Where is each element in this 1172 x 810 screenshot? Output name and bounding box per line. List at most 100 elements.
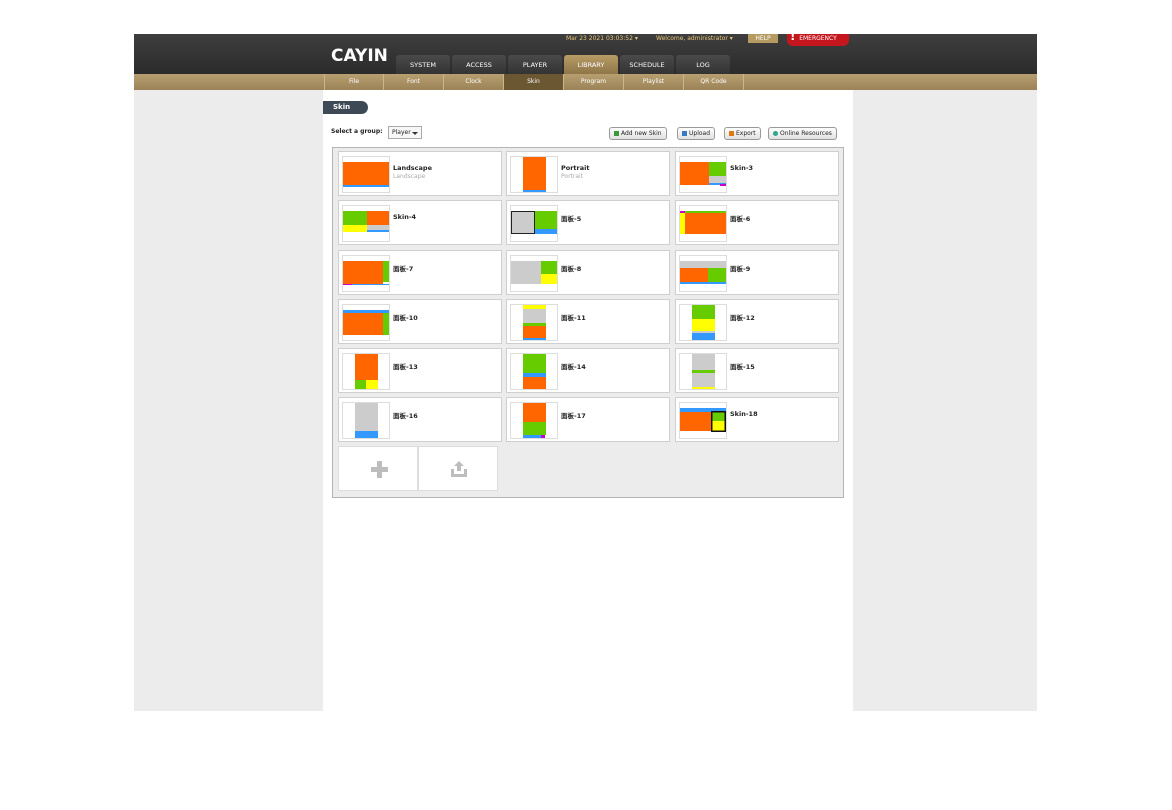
subtab-file[interactable]: File xyxy=(324,74,384,90)
skin-zone xyxy=(522,157,546,190)
skin-zone xyxy=(522,377,546,389)
skin-zone xyxy=(691,387,715,389)
skin-zone xyxy=(343,313,384,335)
cayin-logo: CAYIN xyxy=(331,46,388,66)
skin-zone xyxy=(343,185,389,188)
skin-card[interactable]: 面板-14 xyxy=(506,348,670,393)
skin-card[interactable]: 面板-12 xyxy=(675,299,839,344)
skin-card[interactable]: 面板-9 xyxy=(675,250,839,295)
tab-system[interactable]: SYSTEM xyxy=(396,55,450,74)
skin-card[interactable]: 面板-11 xyxy=(506,299,670,344)
skin-card[interactable]: 面板-16 xyxy=(338,397,502,442)
skin-name: Skin-18 xyxy=(730,410,758,418)
skin-card[interactable]: 面板-6 xyxy=(675,200,839,245)
skin-zone xyxy=(383,261,389,283)
upload-icon xyxy=(682,131,687,136)
skin-card[interactable]: 面板-17 xyxy=(506,397,670,442)
skin-subtitle: Portrait xyxy=(561,173,584,180)
skin-thumbnail xyxy=(510,156,558,193)
subtab-clock[interactable]: Clock xyxy=(444,74,504,90)
skin-thumbnail xyxy=(510,353,558,390)
user-menu[interactable]: Welcome, administrator ▾ xyxy=(656,35,733,42)
chevron-down-icon: ▾ xyxy=(634,35,638,42)
online-resources-label: Online Resources xyxy=(780,130,832,137)
skin-card[interactable]: Landscape Landscape xyxy=(338,151,502,196)
upload-icon xyxy=(451,461,467,477)
skin-zone xyxy=(680,162,709,185)
export-label: Export xyxy=(736,130,756,137)
skin-zone xyxy=(680,268,708,283)
skin-card[interactable]: Skin-3 xyxy=(675,151,839,196)
globe-icon xyxy=(773,131,778,136)
add-skin-tile[interactable] xyxy=(338,446,418,491)
export-button[interactable]: Export xyxy=(724,127,761,140)
tab-label: LIBRARY xyxy=(577,61,605,69)
skin-zone xyxy=(366,230,389,233)
skin-card[interactable]: 面板-13 xyxy=(338,348,502,393)
upload-button[interactable]: Upload xyxy=(677,127,716,140)
skin-name: 面板-16 xyxy=(393,412,418,420)
skin-thumbnail xyxy=(510,402,558,439)
upload-label: Upload xyxy=(689,130,711,137)
skin-zone xyxy=(354,380,366,389)
skin-thumbnail xyxy=(510,205,558,242)
tab-label: ACCESS xyxy=(466,61,492,69)
tab-label: LOG xyxy=(696,61,710,69)
skin-card[interactable]: Skin-4 xyxy=(338,200,502,245)
skin-card[interactable]: Portrait Portrait xyxy=(506,151,670,196)
group-select[interactable]: Player xyxy=(388,126,422,139)
skin-zone xyxy=(383,313,389,335)
chevron-down-icon xyxy=(412,132,418,135)
skin-zone xyxy=(343,261,384,284)
subtab-skin[interactable]: Skin xyxy=(504,74,564,90)
skin-zone xyxy=(680,282,726,284)
skin-zone xyxy=(366,211,389,225)
datetime-dropdown[interactable]: Mar 23 2021 03:03:52 ▾ xyxy=(566,35,638,42)
skin-zone xyxy=(684,213,726,234)
tab-access[interactable]: ACCESS xyxy=(452,55,506,74)
subtab-label: Clock xyxy=(465,78,482,85)
skin-zone xyxy=(680,261,708,269)
skin-card[interactable]: 面板-10 xyxy=(338,299,502,344)
skin-thumbnail xyxy=(342,205,390,242)
skin-card[interactable]: 面板-7 xyxy=(338,250,502,295)
upload-skin-tile[interactable] xyxy=(418,446,498,491)
datetime-text: Mar 23 2021 03:03:52 xyxy=(566,35,633,42)
skin-zone xyxy=(343,284,353,286)
skin-thumbnail xyxy=(679,353,727,390)
skin-zone xyxy=(534,228,557,234)
skin-zone xyxy=(540,261,557,274)
online-resources-button[interactable]: Online Resources xyxy=(768,127,837,140)
skin-card[interactable]: Skin-18 xyxy=(675,397,839,442)
skin-name: 面板-10 xyxy=(393,314,418,322)
subtab-program[interactable]: Program xyxy=(564,74,624,90)
tab-player[interactable]: PLAYER xyxy=(508,55,562,74)
skin-zone xyxy=(522,189,546,192)
plus-icon xyxy=(371,461,388,478)
skin-name: 面板-12 xyxy=(730,314,755,322)
skin-zone xyxy=(691,319,715,332)
exclamation-icon: ! xyxy=(790,29,796,43)
add-new-skin-button[interactable]: Add new Skin xyxy=(609,127,667,140)
export-icon xyxy=(729,131,734,136)
skin-zone xyxy=(712,411,726,422)
skin-card[interactable]: 面板-15 xyxy=(675,348,839,393)
skin-zone xyxy=(691,305,715,319)
help-button[interactable]: HELP xyxy=(748,34,778,43)
skin-card[interactable]: 面板-5 xyxy=(506,200,670,245)
subtab-playlist[interactable]: Playlist xyxy=(624,74,684,90)
skin-zone xyxy=(691,369,715,374)
subtab-label: File xyxy=(348,78,360,85)
subtab-qr-code[interactable]: QR Code xyxy=(684,74,744,90)
tab-log[interactable]: LOG xyxy=(676,55,730,74)
main-nav: SYSTEM ACCESS PLAYER LIBRARY SCHEDULE LO… xyxy=(396,55,730,74)
emergency-button[interactable]: ! EMERGENCY xyxy=(787,29,849,46)
tab-library[interactable]: LIBRARY xyxy=(564,55,618,74)
skin-zone xyxy=(522,354,546,374)
skin-zone xyxy=(680,211,685,214)
skin-card[interactable]: 面板-8 xyxy=(506,250,670,295)
skin-name: Landscape xyxy=(393,164,432,172)
skin-thumbnail xyxy=(679,205,727,242)
tab-schedule[interactable]: SCHEDULE xyxy=(620,55,674,74)
subtab-font[interactable]: Font xyxy=(384,74,444,90)
